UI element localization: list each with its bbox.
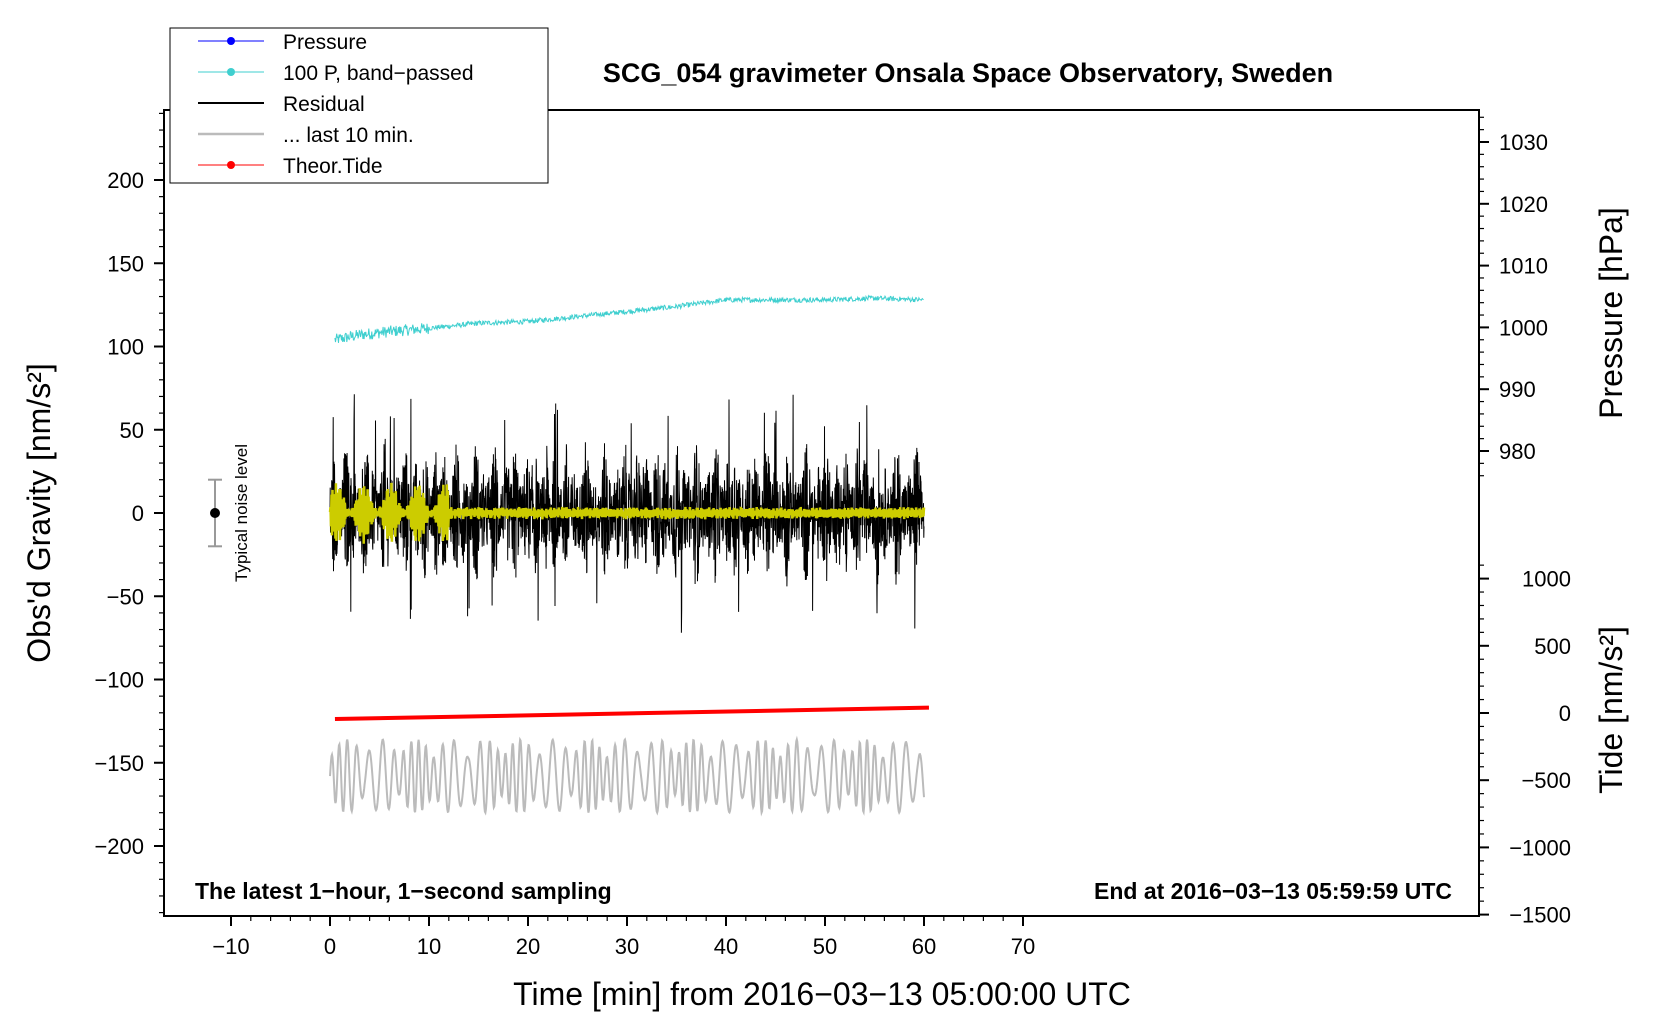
x-tick-label: 50 — [813, 934, 837, 959]
x-tick-label: 30 — [615, 934, 639, 959]
footer-end-time: End at 2016−03−13 05:59:59 UTC — [1094, 878, 1452, 904]
legend-marker — [227, 68, 235, 76]
series-residual — [329, 394, 925, 633]
pressure-tick-label: 1020 — [1499, 192, 1548, 217]
chart-title: SCG_054 gravimeter Onsala Space Observat… — [603, 58, 1333, 88]
y-left-tick-label: −200 — [94, 834, 144, 859]
legend: Pressure 100 P, band−passed Residual ... la… — [169, 27, 549, 184]
y-left-tick-label: −100 — [94, 668, 144, 693]
pressure-tick-label: 990 — [1499, 377, 1536, 402]
tide-tick-label: −1500 — [1509, 903, 1571, 928]
tide-tick-label: 0 — [1559, 701, 1571, 726]
y-axis-left-title: Obs'd Gravity [nm/s²] — [21, 363, 57, 663]
y-axis-tide-title: Tide [nm/s²] — [1593, 626, 1629, 794]
x-tick-label: 60 — [912, 934, 936, 959]
x-tick-label: 70 — [1011, 934, 1035, 959]
y-left-tick-label: −150 — [94, 751, 144, 776]
series-theor-tide — [334, 705, 929, 722]
x-tick-label: 40 — [714, 934, 738, 959]
series-last-10-min — [329, 735, 925, 817]
x-tick-label: 0 — [324, 934, 336, 959]
tide-tick-label: 1000 — [1522, 567, 1571, 592]
series-pressure-bandpassed — [334, 294, 924, 343]
y-left-tick-label: −50 — [107, 584, 144, 609]
pressure-tick-label: 1030 — [1499, 130, 1548, 155]
tide-tick-label: −1000 — [1509, 835, 1571, 860]
x-tick-label: 20 — [516, 934, 540, 959]
legend-marker — [227, 37, 235, 45]
legend-marker — [227, 161, 235, 169]
series-residual-smoothed — [328, 482, 926, 544]
y-left-tick-label: 100 — [107, 335, 144, 360]
y-left-tick-label: 150 — [107, 251, 144, 276]
pressure-tick-label: 1000 — [1499, 315, 1548, 340]
y-left-tick-label: 50 — [120, 418, 144, 443]
y-axis-tide: 1000 500 0 −500 −1000 −1500 — [1479, 564, 1571, 928]
legend-entries: Pressure 100 P, band−passed Residual ... la… — [198, 31, 474, 178]
tide-tick-label: −500 — [1521, 768, 1571, 793]
legend-label: Theor.Tide — [283, 155, 383, 178]
legend-label: Residual — [283, 93, 365, 116]
tide-tick-label: 500 — [1534, 634, 1571, 659]
legend-label: ... last 10 min. — [283, 124, 414, 147]
y-axis-pressure-title: Pressure [hPa] — [1593, 207, 1629, 419]
legend-label: Pressure — [283, 31, 367, 54]
x-axis: −10 0 10 20 30 40 50 60 70 — [212, 916, 1035, 959]
y-axis-pressure: 1030 1020 1010 1000 990 980 — [1479, 116, 1548, 477]
legend-box — [169, 27, 549, 184]
x-tick-label: −10 — [212, 934, 249, 959]
y-left-tick-label: 200 — [107, 168, 144, 193]
x-tick-label: 10 — [417, 934, 441, 959]
y-axis-left: 200 150 100 50 0 −50 −100 −150 −200 — [94, 112, 164, 914]
noise-level-indicator: Typical noise level — [208, 444, 251, 582]
pressure-tick-label: 1010 — [1499, 254, 1548, 279]
x-axis-title: Time [min] from 2016−03−13 05:00:00 UTC — [513, 976, 1131, 1012]
noise-dot — [210, 508, 220, 518]
noise-label: Typical noise level — [232, 444, 251, 582]
y-left-tick-label: 0 — [132, 501, 144, 526]
pressure-tick-label: 980 — [1499, 439, 1536, 464]
footer-sampling-note: The latest 1−hour, 1−second sampling — [195, 878, 612, 904]
series-group — [328, 294, 929, 817]
legend-label: 100 P, band−passed — [283, 62, 474, 85]
